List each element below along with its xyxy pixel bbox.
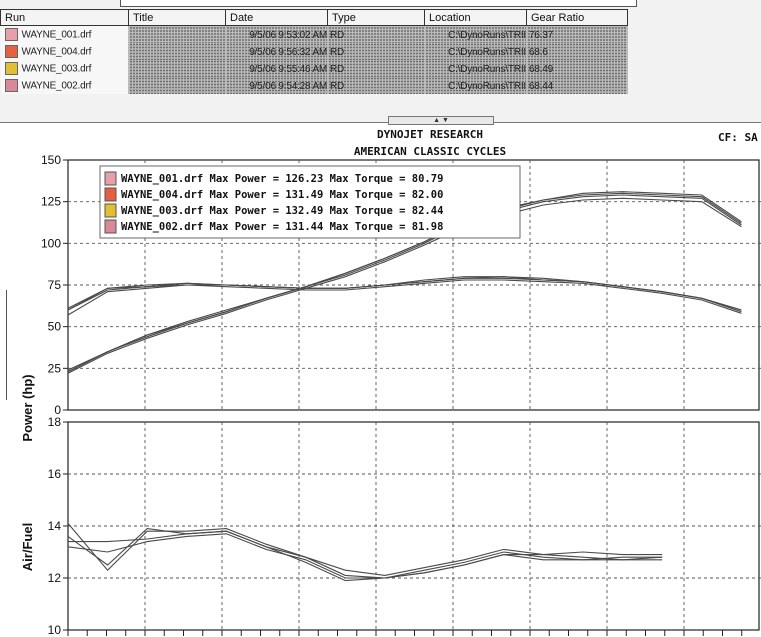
series-line [67,528,663,579]
series-line [67,533,663,579]
y-tick-label: 25 [48,361,62,375]
series-line [67,194,742,373]
series-line [67,276,742,311]
y-tick-label: 75 [48,278,62,292]
column-header-type[interactable]: Type [327,9,425,26]
pane-splitter-handle[interactable]: ▲ ▼ [388,116,494,125]
legend-entry: WAYNE_004.drf Max Power = 131.49 Max Tor… [121,189,443,201]
series-line [67,197,742,374]
power-panel: 0 25 50 75 100 125 150 [41,153,761,417]
column-header-date[interactable]: Date [225,9,328,26]
run-type: RD [330,46,345,58]
y-tick-label: 0 [54,403,61,417]
legend-swatch [104,171,117,186]
y-tick-label: 150 [41,153,61,167]
table-row[interactable]: WAYNE_001.drf 9/5/06 9:53:02 AM RD C:\Dy… [0,25,628,43]
y-tick-label: 50 [48,320,62,334]
legend-swatch [104,203,117,218]
run-color-swatch [4,79,18,92]
run-name: WAYNE_002.drf [21,80,92,92]
run-gear-ratio: 68.49 [529,63,554,75]
run-gear-ratio: 76.37 [529,29,554,41]
run-gear-ratio: 68.6 [529,46,548,58]
airfuel-panel: 10 12 14 16 18 [48,415,761,637]
run-name: WAYNE_003.drf [21,63,92,75]
chart-title: DYNOJET RESEARCH [377,128,483,141]
run-location: C:\DynoRuns\TRII [448,63,526,75]
legend-entry: WAYNE_003.drf Max Power = 132.49 Max Tor… [121,205,443,217]
column-header-title[interactable]: Title [128,9,226,26]
power-axis-label: Power (hp) [20,374,35,441]
legend-swatch [104,187,117,202]
run-gear-ratio: 68.44 [529,80,554,92]
correction-factor-label: CF: SA [718,131,758,144]
y-tick-label: 16 [48,467,62,481]
runs-table-header: Run Title Date Type Location Gear Ratio [0,9,628,26]
run-location: C:\DynoRuns\TRII [448,29,526,41]
series-line [67,191,742,371]
series-line [67,277,742,313]
legend-swatch [104,219,117,234]
y-tick-label: 125 [41,195,61,209]
series-line [67,276,742,311]
airfuel-axis-label: Air/Fuel [20,523,35,571]
run-date: 9/5/06 9:55:46 AM [249,63,327,75]
run-type: RD [330,63,345,75]
run-date: 9/5/06 9:56:32 AM [249,46,327,58]
run-color-swatch [4,45,18,58]
run-date: 9/5/06 9:53:02 AM [249,29,327,41]
legend-box [99,165,521,239]
table-row[interactable]: WAYNE_003.drf 9/5/06 9:55:46 AM RD C:\Dy… [0,60,628,77]
column-header-location[interactable]: Location [424,9,527,26]
run-name: WAYNE_001.drf [21,29,92,41]
y-tick-label: 12 [48,571,62,585]
chart-legend: WAYNE_001.drf Max Power = 126.23 Max Tor… [99,165,521,239]
series-line [67,523,663,576]
run-type: RD [330,29,345,41]
table-row[interactable]: WAYNE_002.drf 9/5/06 9:54:28 AM RD C:\Dy… [0,77,628,94]
chart-subtitle: AMERICAN CLASSIC CYCLES [354,145,506,158]
run-name: WAYNE_004.drf [21,46,92,58]
column-header-gear-ratio[interactable]: Gear Ratio [526,9,628,26]
table-row[interactable]: WAYNE_004.drf 9/5/06 9:56:32 AM RD C:\Dy… [0,43,628,60]
run-location: C:\DynoRuns\TRII [448,80,526,92]
run-type: RD [330,80,345,92]
legend-entry: WAYNE_001.drf Max Power = 126.23 Max Tor… [121,173,443,185]
left-scrollbar[interactable] [0,290,7,400]
toolbar-strip [120,0,637,7]
runs-panel: Run Title Date Type Location Gear Ratio … [0,0,761,125]
run-location: C:\DynoRuns\TRII [448,46,526,58]
y-tick-label: 14 [48,519,62,533]
column-header-run[interactable]: Run [0,9,129,26]
y-tick-label: 18 [48,415,62,429]
dyno-chart: DYNOJET RESEARCH AMERICAN CLASSIC CYCLES… [20,128,761,637]
run-date: 9/5/06 9:54:28 AM [249,80,327,92]
run-color-swatch [4,28,18,41]
series-line [68,530,663,582]
y-tick-label: 100 [41,236,61,250]
y-tick-label: 10 [48,623,62,637]
legend-entry: WAYNE_002.drf Max Power = 131.44 Max Tor… [121,221,443,233]
run-color-swatch [4,62,18,75]
runs-table: Run Title Date Type Location Gear Ratio … [0,9,628,94]
